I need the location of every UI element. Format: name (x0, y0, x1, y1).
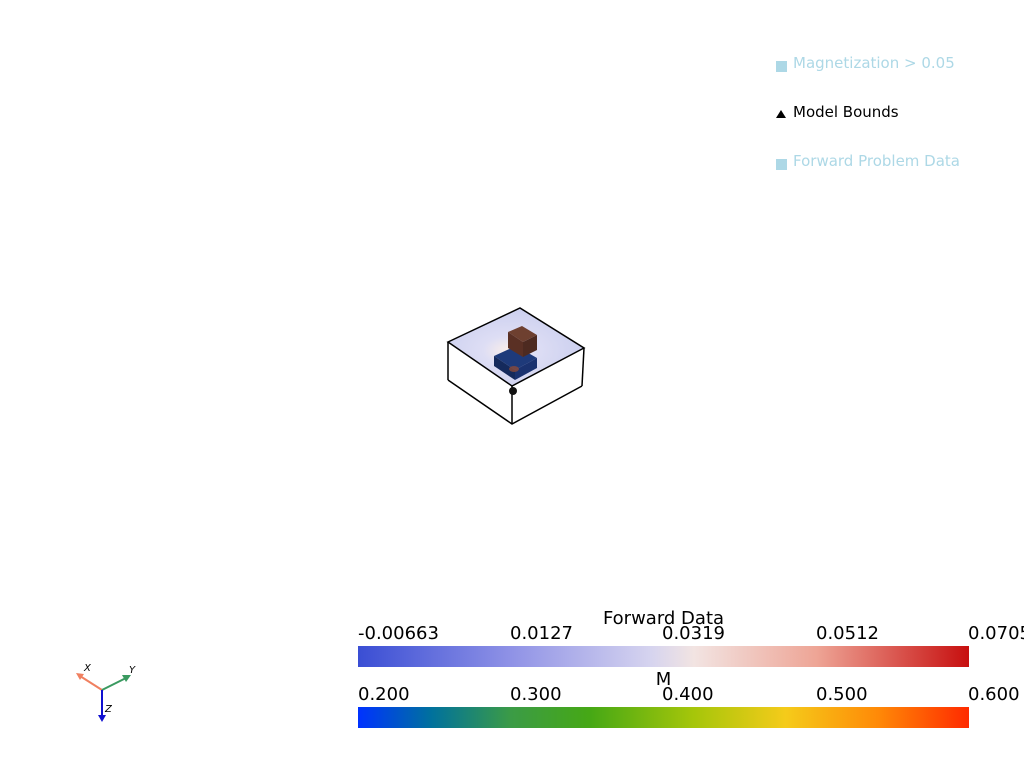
model-bounds-box (446, 307, 586, 425)
x-arrow-icon (76, 673, 84, 680)
legend-label: Forward Problem Data (793, 152, 960, 170)
data-point-marker (509, 387, 517, 395)
tick-label: 0.0512 (816, 623, 879, 644)
legend-label: Model Bounds (793, 103, 899, 121)
legend-label: Magnetization > 0.05 (793, 54, 955, 72)
y-arrow-icon (122, 675, 131, 682)
square-icon (776, 61, 787, 72)
colorbar-title: M (655, 669, 672, 690)
z-arrow-icon (98, 715, 106, 722)
x-axis-label: X (83, 663, 92, 674)
colorbar-title: Forward Data (602, 608, 725, 629)
tick-label: 0.0127 (510, 623, 573, 644)
colorbar-ticks: -0.00663 0.0127 0.0319 0.0512 0.0705 (358, 623, 1024, 645)
colorbar-gradient (358, 646, 969, 667)
tick-label: 0.0319 (662, 623, 725, 644)
orientation-axes[interactable]: X Y Z (60, 650, 150, 730)
tick-label: 0.300 (510, 684, 562, 705)
z-axis-label: Z (104, 704, 113, 715)
magnetization-blocks (494, 326, 537, 380)
tick-label: -0.00663 (358, 623, 439, 644)
square-icon (776, 159, 787, 170)
tick-label: 0.0705 (968, 623, 1024, 644)
tick-label: 0.500 (816, 684, 868, 705)
tick-label: 0.600 (968, 684, 1020, 705)
colorbar-ticks: 0.200 0.300 0.400 0.500 0.600 (358, 684, 1024, 706)
tick-label: 0.400 (662, 684, 714, 705)
tick-label: 0.200 (358, 684, 410, 705)
triangle-icon (776, 110, 786, 118)
y-axis-label: Y (129, 665, 136, 676)
x-axis (79, 675, 103, 691)
y-axis (101, 677, 127, 691)
colorbar-gradient (358, 707, 969, 728)
